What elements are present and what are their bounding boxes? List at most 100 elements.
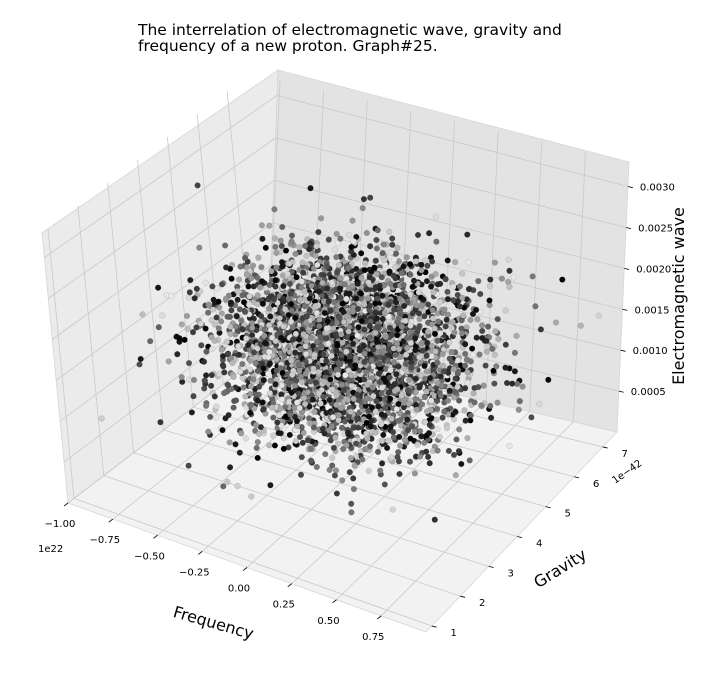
grid-z-left <box>48 137 276 299</box>
y-tick-label: 2 <box>479 598 485 609</box>
data-point <box>324 263 331 270</box>
data-point <box>428 342 436 350</box>
data-point <box>494 316 501 323</box>
data-point <box>191 295 198 302</box>
data-point <box>469 345 476 352</box>
data-point <box>211 321 219 328</box>
data-point <box>232 441 239 448</box>
x-tick-mark <box>377 615 382 620</box>
data-point <box>200 358 208 365</box>
data-point <box>436 433 443 440</box>
data-point <box>280 434 287 441</box>
data-point <box>190 393 197 400</box>
data-point <box>375 343 382 350</box>
data-point <box>412 347 419 354</box>
data-point <box>297 345 304 352</box>
data-point <box>271 306 278 313</box>
data-point <box>382 404 389 411</box>
data-point <box>288 307 295 314</box>
x-tick-label: −0.50 <box>134 551 165 562</box>
data-point <box>247 409 254 416</box>
data-point <box>426 421 433 428</box>
data-point <box>432 348 439 355</box>
data-point <box>258 313 265 320</box>
data-point <box>536 400 543 407</box>
grid-x-floor <box>380 421 574 617</box>
data-point <box>311 351 318 358</box>
data-point <box>328 423 335 430</box>
data-point <box>351 462 358 469</box>
z-tick-mark <box>620 349 626 352</box>
data-point <box>272 381 279 388</box>
data-point <box>434 359 441 366</box>
data-point <box>473 306 480 313</box>
data-point <box>321 309 328 317</box>
data-point <box>464 435 471 442</box>
data-point <box>386 374 393 381</box>
data-point <box>249 324 256 331</box>
data-point <box>343 348 350 355</box>
data-point <box>280 295 287 302</box>
data-point <box>462 362 469 369</box>
data-point <box>486 297 493 304</box>
data-point <box>373 398 380 405</box>
data-point <box>282 306 289 313</box>
data-point <box>433 238 440 245</box>
data-point <box>434 425 441 433</box>
grid-z-back <box>275 137 627 228</box>
data-point <box>350 486 357 493</box>
data-point <box>494 399 501 406</box>
data-point <box>392 299 400 306</box>
data-point <box>459 270 466 277</box>
data-point <box>243 335 250 342</box>
data-point <box>324 285 331 292</box>
data-point <box>256 430 263 437</box>
data-point <box>429 315 436 322</box>
data-point <box>219 353 227 360</box>
data-point <box>424 339 431 346</box>
data-point <box>238 281 245 288</box>
data-point <box>333 401 340 408</box>
data-point <box>303 313 310 320</box>
data-point <box>339 339 346 346</box>
data-point <box>421 393 428 401</box>
data-point <box>233 313 240 320</box>
data-point <box>293 418 301 425</box>
data-point <box>213 414 220 421</box>
data-point <box>270 295 278 302</box>
x-tick-mark <box>108 518 113 523</box>
data-point <box>250 376 257 383</box>
data-point <box>443 316 450 323</box>
data-point <box>519 383 526 390</box>
z-tick-mark <box>618 390 624 393</box>
data-point <box>386 324 393 331</box>
data-point <box>236 276 243 283</box>
data-point <box>247 357 254 364</box>
data-point <box>300 331 307 338</box>
data-point <box>258 264 265 271</box>
data-point <box>394 244 401 251</box>
data-point <box>178 321 185 328</box>
data-point <box>421 313 428 320</box>
data-point <box>216 370 223 378</box>
data-point <box>280 323 287 330</box>
data-point <box>333 319 341 326</box>
data-point <box>465 286 472 293</box>
data-point <box>282 247 290 254</box>
data-point <box>331 472 338 479</box>
data-point <box>333 254 340 261</box>
data-point <box>278 242 285 250</box>
data-point <box>388 454 395 461</box>
data-point <box>389 235 396 242</box>
data-point <box>454 383 461 390</box>
data-point <box>434 337 441 344</box>
data-point <box>209 345 216 352</box>
data-point <box>471 399 478 406</box>
data-point <box>422 257 429 264</box>
data-point <box>412 335 419 342</box>
grid-y-floor <box>163 429 518 537</box>
data-point <box>302 351 310 358</box>
data-point <box>326 396 333 403</box>
data-point <box>328 352 335 359</box>
data-point <box>446 387 453 394</box>
